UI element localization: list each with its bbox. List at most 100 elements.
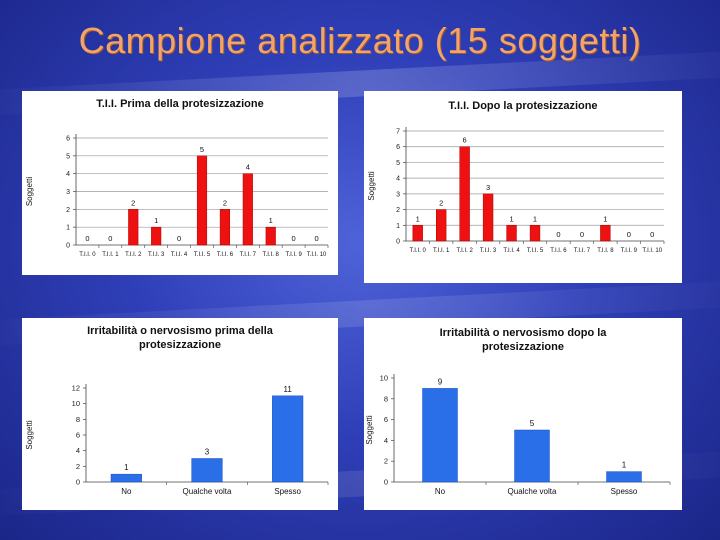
y-axis-label: Soggetti bbox=[25, 177, 34, 207]
x-tick-label: T.I.I. 8 bbox=[263, 252, 280, 258]
data-label: 1 bbox=[154, 216, 158, 225]
data-label: 0 bbox=[580, 230, 584, 239]
data-label: 0 bbox=[556, 230, 560, 239]
data-label: 0 bbox=[85, 234, 89, 243]
chart-tii-before: T.I.I. Prima della protesizzazione Sogget… bbox=[25, 98, 329, 258]
chart-panel-tii-before: T.I.I. Prima della protesizzazione Sogget… bbox=[22, 91, 338, 275]
bar bbox=[151, 226, 162, 246]
y-tick-label: 7 bbox=[396, 129, 400, 136]
data-label: 1 bbox=[124, 463, 129, 472]
x-tick-label: T.I.I. 6 bbox=[550, 248, 567, 254]
data-label: 1 bbox=[416, 214, 420, 223]
x-tick-label: T.I.I. 5 bbox=[527, 248, 544, 254]
data-label: 0 bbox=[177, 234, 181, 243]
y-tick-label: 0 bbox=[396, 239, 400, 246]
chart-title: Irritabilità o nervosismo dopo la bbox=[440, 327, 608, 339]
slide-title: Campione analizzato (15 soggetti) bbox=[78, 20, 642, 61]
x-tick-label: T.I.I. 1 bbox=[433, 248, 450, 254]
data-label: 2 bbox=[439, 199, 443, 208]
x-tick-label: Spesso bbox=[611, 487, 638, 496]
data-label: 5 bbox=[530, 419, 535, 428]
bar bbox=[529, 225, 541, 242]
x-tick-label: T.I.I. 9 bbox=[621, 248, 638, 254]
data-label: 0 bbox=[650, 230, 654, 239]
chart-irritability-after: Irritabilità o nervosismo dopo la protesi… bbox=[365, 327, 671, 496]
y-tick-label: 2 bbox=[66, 207, 70, 214]
y-tick-label: 0 bbox=[66, 243, 70, 250]
y-tick-label: 3 bbox=[66, 189, 70, 196]
data-label: 0 bbox=[627, 230, 631, 239]
x-tick-label: T.I.I. 3 bbox=[148, 252, 165, 258]
bar bbox=[265, 226, 276, 246]
chart-panel-irritability-before: Irritabilità o nervosismo prima della pro… bbox=[22, 318, 338, 510]
y-tick-label: 2 bbox=[384, 457, 388, 466]
data-label: 5 bbox=[200, 145, 204, 154]
bar bbox=[412, 225, 423, 242]
y-tick-label: 8 bbox=[76, 415, 80, 424]
x-tick-label: No bbox=[435, 487, 446, 496]
bar bbox=[459, 146, 470, 242]
x-tick-label: T.I.I. 8 bbox=[597, 248, 614, 254]
x-tick-label: No bbox=[121, 487, 132, 496]
data-label: 2 bbox=[131, 198, 135, 207]
data-label: 1 bbox=[603, 214, 607, 223]
y-axis-label: Soggetti bbox=[367, 171, 376, 201]
data-label: 1 bbox=[269, 216, 273, 225]
y-tick-label: 6 bbox=[66, 136, 70, 143]
bar bbox=[482, 193, 494, 242]
data-label: 1 bbox=[622, 461, 627, 470]
x-tick-label: T.I.I. 4 bbox=[503, 248, 520, 254]
x-tick-label: T.I.I. 0 bbox=[410, 248, 427, 254]
y-tick-label: 5 bbox=[396, 160, 400, 167]
y-tick-label: 1 bbox=[66, 225, 70, 232]
x-tick-label: T.I.I. 10 bbox=[642, 248, 662, 254]
data-label: 0 bbox=[108, 234, 112, 243]
y-tick-label: 4 bbox=[396, 176, 400, 183]
chart-title: T.I.I. Dopo la protesizzazione bbox=[448, 100, 597, 112]
bar bbox=[514, 429, 550, 483]
y-axis-label: Soggetti bbox=[25, 420, 34, 450]
data-label: 3 bbox=[486, 183, 490, 192]
x-tick-label: T.I.I. 7 bbox=[574, 248, 591, 254]
chart-panel-tii-after: T.I.I. Dopo la protesizzazione Soggetti 0 1… bbox=[364, 91, 682, 283]
y-tick-label: 10 bbox=[380, 374, 388, 383]
x-tick-label: T.I.I. 5 bbox=[194, 252, 211, 258]
chart-title: Irritabilità o nervosismo prima della bbox=[87, 325, 274, 337]
y-tick-label: 1 bbox=[396, 223, 400, 230]
chart-title: protesizzazione bbox=[139, 339, 221, 351]
bar bbox=[196, 155, 208, 246]
bar bbox=[506, 225, 517, 242]
chart-tii-after: T.I.I. Dopo la protesizzazione Soggetti 0 1… bbox=[367, 100, 665, 254]
data-label: 1 bbox=[509, 214, 513, 223]
x-tick-label: T.I.I. 4 bbox=[171, 252, 188, 258]
y-tick-label: 0 bbox=[76, 478, 80, 487]
x-tick-label: T.I.I. 6 bbox=[217, 252, 234, 258]
y-tick-label: 8 bbox=[384, 394, 388, 403]
y-tick-label: 6 bbox=[384, 415, 388, 424]
data-label: 4 bbox=[246, 163, 250, 172]
x-tick-label: T.I.I. 7 bbox=[240, 252, 257, 258]
chart-title: protesizzazione bbox=[482, 341, 564, 353]
x-tick-label: T.I.I. 1 bbox=[102, 252, 119, 258]
bar bbox=[436, 209, 447, 242]
y-tick-label: 2 bbox=[396, 207, 400, 214]
data-label: 6 bbox=[463, 136, 467, 145]
bar bbox=[242, 173, 253, 246]
x-tick-label: T.I.I. 2 bbox=[125, 252, 142, 258]
y-tick-label: 6 bbox=[396, 144, 400, 151]
y-tick-label: 10 bbox=[72, 399, 80, 408]
bar bbox=[128, 209, 139, 246]
data-label: 0 bbox=[292, 234, 296, 243]
bar bbox=[606, 471, 642, 483]
y-tick-label: 6 bbox=[76, 431, 80, 440]
x-tick-label: Spesso bbox=[274, 487, 301, 496]
data-label: 11 bbox=[284, 385, 293, 394]
data-label: 3 bbox=[205, 448, 210, 457]
y-tick-label: 5 bbox=[66, 153, 70, 160]
y-tick-label: 4 bbox=[66, 171, 70, 178]
x-tick-label: Qualche volta bbox=[508, 487, 557, 496]
bar bbox=[422, 388, 458, 483]
data-label: 9 bbox=[438, 377, 443, 386]
chart-title: T.I.I. Prima della protesizzazione bbox=[96, 98, 264, 110]
data-label: 2 bbox=[223, 198, 227, 207]
